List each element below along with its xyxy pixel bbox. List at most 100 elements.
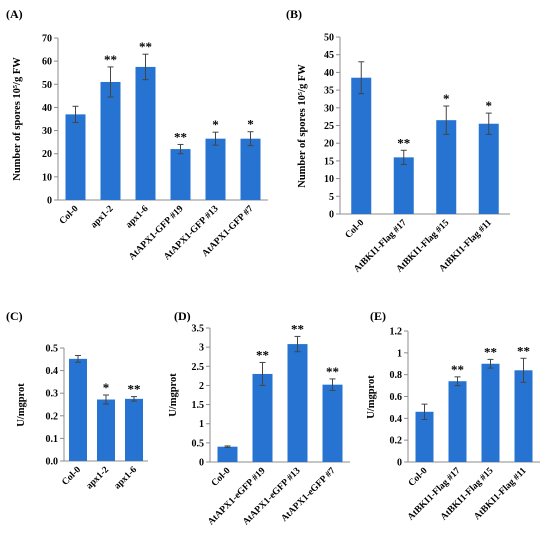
y-tick-label: 40: [42, 103, 52, 114]
y-tick-label: 0: [329, 210, 334, 221]
significance-label: *: [212, 117, 219, 132]
y-tick-label: 0.6: [390, 392, 403, 403]
x-tick-label: Col-0: [60, 465, 83, 488]
x-tick-label: Col-0: [344, 218, 367, 241]
bar: [69, 358, 87, 461]
y-tick-label: 50: [42, 80, 52, 91]
bar: [100, 81, 121, 200]
y-tick-label: 35: [324, 86, 334, 97]
bar: [481, 363, 500, 462]
y-tick-label: 1: [397, 348, 402, 359]
y-tick-label: 50: [324, 33, 334, 44]
significance-label: **: [451, 362, 464, 377]
y-tick-label: 3.5: [192, 324, 205, 335]
y-tick-label: 60: [42, 57, 52, 68]
y-tick-label: 0.5: [192, 438, 205, 449]
y-tick-label: 0.1: [46, 434, 59, 445]
y-tick-label: 30: [324, 103, 334, 114]
significance-label: **: [326, 364, 339, 379]
panel-label: (C): [6, 309, 23, 323]
bar: [436, 120, 457, 214]
y-axis-label: U/mgprot: [168, 373, 179, 417]
x-tick-label: Col-0: [407, 466, 430, 489]
significance-label: **: [139, 39, 152, 54]
y-tick-label: 0.4: [46, 366, 59, 377]
x-tick-label: apx1-2: [89, 204, 116, 231]
panel-label: (D): [174, 309, 191, 323]
panel-label: (E): [370, 309, 386, 323]
bar: [217, 446, 238, 462]
bar: [393, 157, 414, 214]
significance-label: *: [486, 98, 493, 113]
bar: [240, 138, 261, 200]
significance-label: **: [517, 343, 530, 358]
bar: [448, 381, 467, 462]
x-tick-label: Col-0: [58, 204, 81, 227]
y-tick-label: 0: [397, 458, 402, 469]
bar: [205, 138, 226, 200]
y-tick-label: 1: [199, 419, 204, 430]
y-tick-label: 0.0: [46, 457, 59, 468]
bar: [170, 149, 191, 200]
chart-panel-4: (D)U/mgprot00.511.522.533.5Col-0**AtAPX1…: [168, 309, 350, 527]
y-tick-label: 3: [199, 343, 204, 354]
x-tick-label: apx1-2: [85, 465, 112, 492]
x-tick-label: Col-0: [210, 466, 233, 489]
bar: [351, 77, 372, 215]
y-tick-label: 15: [324, 156, 334, 167]
y-tick-label: 10: [42, 172, 52, 183]
bar: [97, 399, 115, 461]
y-axis-label: Number of spores 10⁵/g FW: [12, 57, 23, 181]
y-tick-label: 0.5: [46, 344, 59, 355]
y-tick-label: 70: [42, 34, 52, 45]
y-axis-label: U/mgprot: [16, 383, 27, 427]
significance-label: **: [104, 52, 117, 67]
significance-label: *: [103, 380, 110, 395]
y-tick-label: 10: [324, 174, 334, 185]
y-tick-label: 2.5: [192, 362, 205, 373]
bar: [135, 66, 156, 200]
y-tick-label: 0.4: [390, 414, 403, 425]
y-tick-label: 2: [199, 381, 204, 392]
chart-panel-2: (B) Number of spores 10⁵/g FW 0 5 10 15 20 25 30…: [286, 7, 510, 275]
y-tick-label: 20: [324, 139, 334, 150]
panel-label: (A): [6, 7, 23, 21]
bar: [478, 123, 499, 214]
chart-panel-1: (A) Number of spores 10⁵/g FW 0 10 20 30 40 50 6…: [6, 7, 268, 262]
significance-label: **: [128, 382, 141, 397]
y-tick-label: 40: [324, 68, 334, 79]
bar: [322, 384, 343, 462]
panel-label: (B): [286, 7, 302, 21]
y-tick-label: 0.3: [46, 389, 59, 400]
bar: [65, 114, 86, 200]
y-tick-label: 5: [329, 192, 334, 203]
chart-panel-5: (E)U/mgprot00.20.40.60.811.2Col-0**AtBKI…: [366, 309, 540, 523]
bar: [287, 344, 308, 462]
significance-label: **: [256, 347, 269, 362]
bar: [514, 370, 533, 462]
y-tick-label: 1.5: [192, 400, 205, 411]
bar: [415, 411, 434, 462]
significance-label: **: [484, 344, 497, 359]
bar: [125, 398, 143, 461]
chart-panel-3: (C) U/mgprot 0.0 0.1 0.2 0.3 0.4 0.5 Col-0 * apx1-…: [6, 309, 148, 492]
y-tick-label: 1.2: [390, 327, 403, 338]
y-tick-label: 0: [199, 458, 204, 469]
x-tick-label: apx1-6: [113, 465, 140, 492]
significance-label: **: [397, 135, 410, 150]
significance-label: **: [291, 321, 304, 336]
y-tick-label: 45: [324, 50, 334, 61]
y-tick-label: 25: [324, 121, 334, 132]
y-tick-label: 20: [42, 149, 52, 160]
y-tick-label: 0.2: [390, 436, 403, 447]
x-tick-label: apx1-6: [124, 204, 151, 231]
y-tick-label: 0: [47, 196, 52, 207]
y-tick-label: 30: [42, 126, 52, 137]
y-axis-label: Number of spores 10⁵/g FW: [297, 64, 308, 188]
significance-label: *: [443, 91, 450, 106]
y-tick-label: 0.2: [46, 411, 59, 422]
significance-label: *: [247, 117, 254, 132]
bar: [252, 373, 273, 462]
y-axis-label: U/mgprot: [366, 375, 377, 419]
